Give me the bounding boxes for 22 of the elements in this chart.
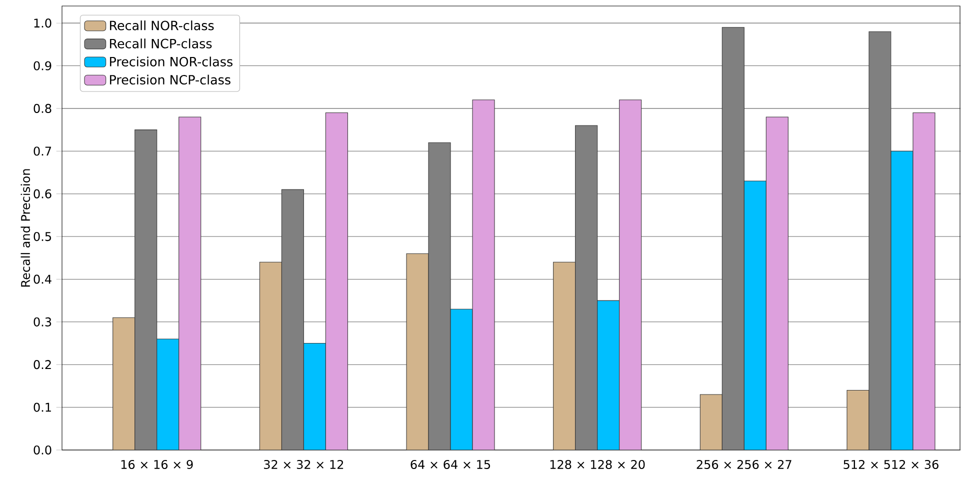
legend-label: Precision NOR-class — [110, 56, 232, 66]
y-tick-label: 0.3 — [34, 317, 52, 326]
y-tick-label: 0.4 — [34, 274, 52, 284]
x-tick-label: 32 × 32 × 12 — [264, 460, 344, 470]
legend-label: Recall NCP-class — [110, 38, 212, 48]
y-tick-label: 0.8 — [34, 104, 52, 113]
legend-label: Recall NOR-class — [110, 20, 214, 30]
y-tick-label: 0.0 — [34, 445, 52, 455]
x-tick-label: 256 × 256 × 27 — [696, 460, 792, 470]
y-tick-label: 0.9 — [34, 61, 52, 70]
y-axis-title: Recall and Precision — [20, 169, 30, 287]
y-tick-label: 1.0 — [34, 18, 52, 28]
x-tick-label: 128 × 128 × 20 — [550, 460, 645, 470]
legend-label: Precision NCP-class — [110, 74, 230, 85]
y-tick-label: 0.2 — [34, 360, 51, 370]
x-tick-label: 16 × 16 × 9 — [121, 460, 193, 470]
y-tick-label: 0.1 — [34, 402, 51, 412]
x-tick-label: 64 × 64 × 15 — [410, 460, 490, 470]
y-tick-label: 0.6 — [34, 189, 52, 198]
y-tick-label: 0.7 — [34, 146, 52, 156]
y-tick-label: 0.5 — [34, 232, 52, 242]
x-tick-label: 512 × 512 × 36 — [844, 460, 938, 470]
